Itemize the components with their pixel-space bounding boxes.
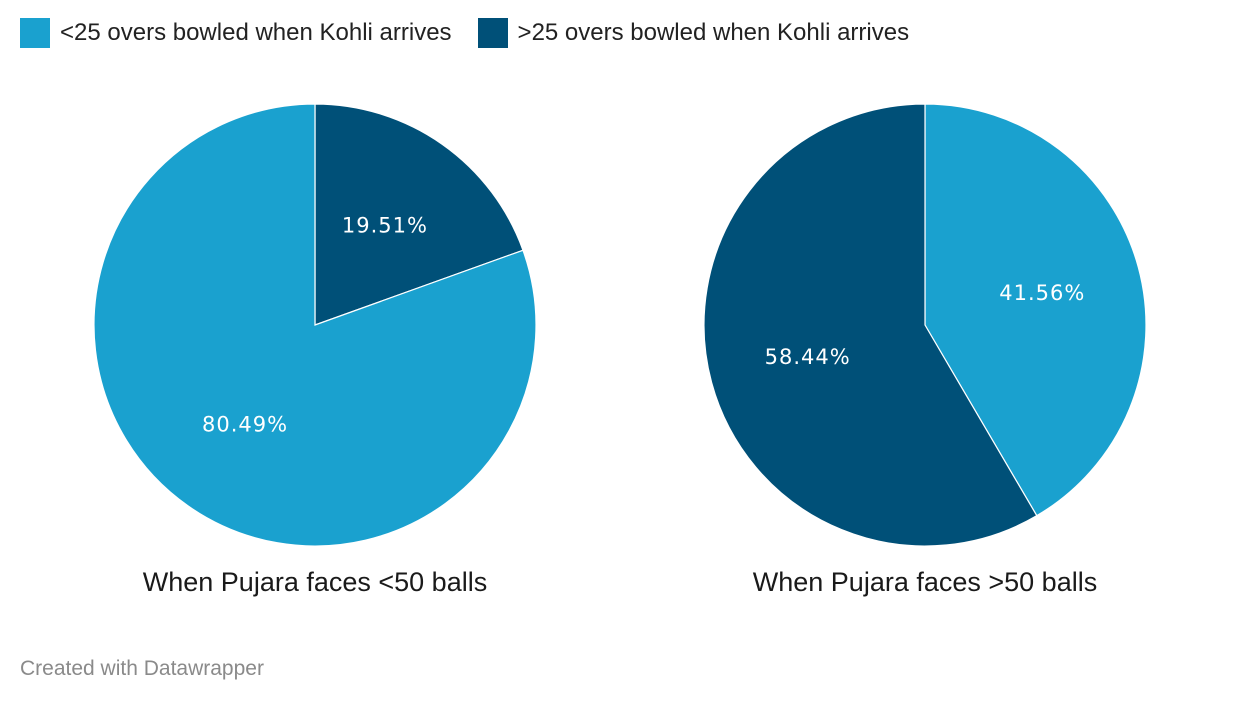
pie-1-slice-2-label: 80.49% <box>202 412 288 436</box>
pie-1-slice-1 <box>314 103 524 326</box>
pie-chart-2: 41.56% 58.44% When Pujara faces >50 balls <box>703 103 1147 597</box>
legend-label-over-25: >25 overs bowled when Kohli arrives <box>517 19 910 46</box>
pie-1-title: When Pujara faces <50 balls <box>143 567 487 597</box>
pie-1-slice-1-label: 19.51% <box>342 214 428 238</box>
pie-2-title: When Pujara faces >50 balls <box>753 567 1097 597</box>
legend-label-under-25: <25 overs bowled when Kohli arrives <box>60 19 452 46</box>
legend-item-under-25: <25 overs bowled when Kohli arrives <box>20 18 452 48</box>
pie-2-slice-2 <box>703 103 1038 547</box>
pie-1-slice-2 <box>93 103 537 547</box>
legend-swatch-under-25 <box>20 18 50 48</box>
legend-item-over-25: >25 overs bowled when Kohli arrives <box>477 18 910 48</box>
chart-legend: <25 overs bowled when Kohli arrives >25 … <box>20 18 935 48</box>
pie-2-slice-1 <box>924 103 1147 517</box>
footer-credit: Created with Datawrapper <box>20 657 264 680</box>
legend-swatch-over-25 <box>477 18 508 48</box>
pie-2-slice-2-label: 58.44% <box>765 345 851 369</box>
pie-chart-1: 19.51% 80.49% When Pujara faces <50 balls <box>93 103 537 597</box>
pie-2-slice-1-label: 41.56% <box>999 281 1085 305</box>
